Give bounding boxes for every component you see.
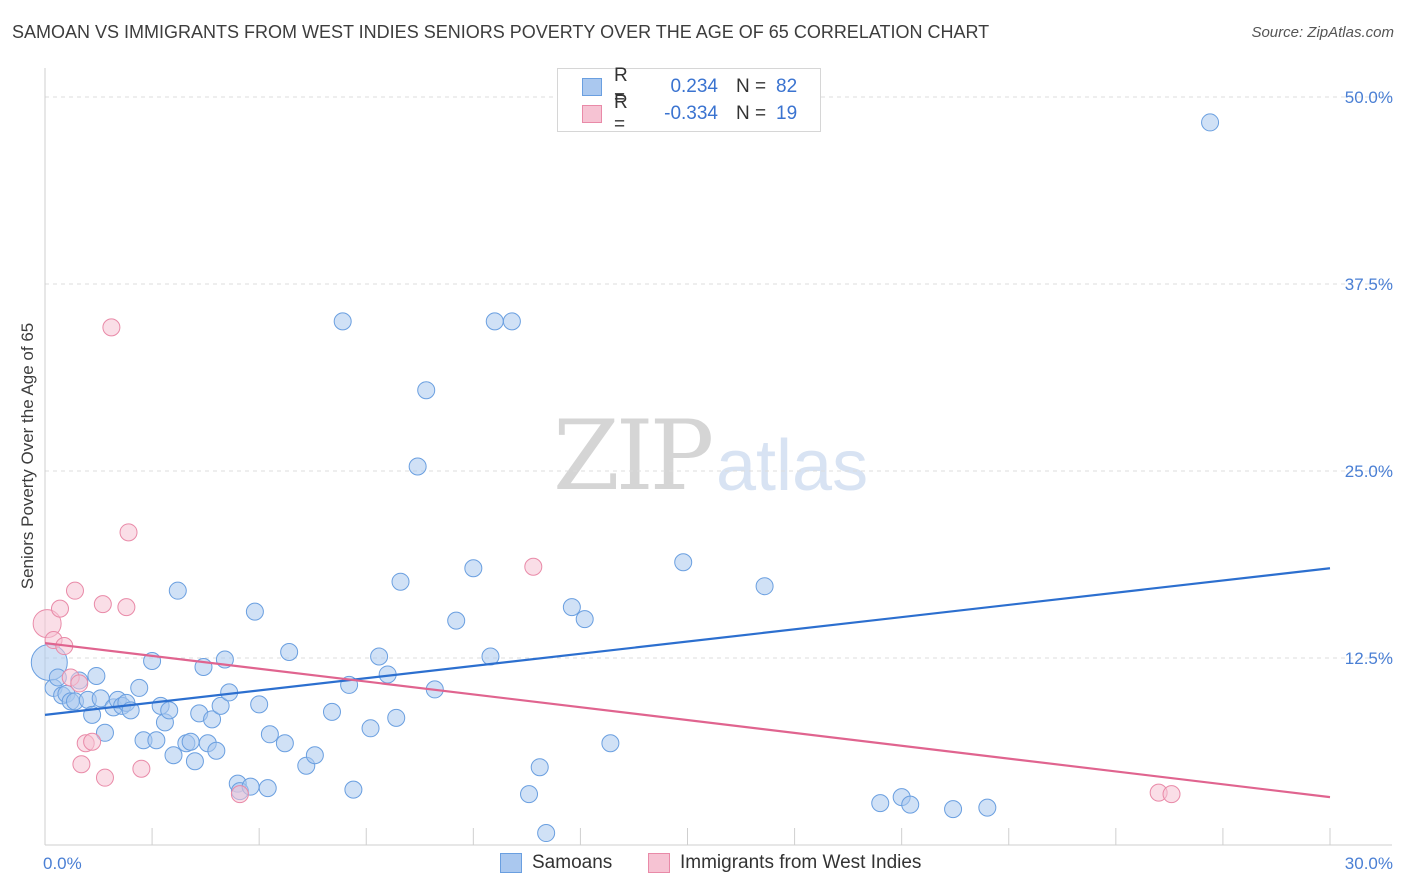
legend-row-west-indies: R = -0.334 N = 19 xyxy=(582,92,798,135)
samoans-swatch xyxy=(582,78,602,96)
west-indies-point xyxy=(95,768,114,787)
samoans-point xyxy=(485,312,504,331)
samoans-point xyxy=(207,741,226,760)
samoans-point xyxy=(361,719,380,738)
west-indies-point xyxy=(70,674,89,693)
samoans-point xyxy=(755,577,774,596)
samoans-point xyxy=(333,312,352,331)
y-axis-label: Seniors Poverty Over the Age of 65 xyxy=(18,323,37,589)
samoans-swatch xyxy=(500,853,522,873)
samoans-point xyxy=(305,746,324,765)
samoans-point xyxy=(164,746,183,765)
r-label: R = xyxy=(614,65,628,108)
legend-label-west-indies: Immigrants from West Indies xyxy=(680,852,922,873)
watermark-atlas: atlas xyxy=(716,426,869,506)
samoans-point xyxy=(370,647,389,666)
samoans-point xyxy=(245,602,264,621)
samoans-point xyxy=(387,708,406,727)
samoans-point xyxy=(408,457,427,476)
samoans-point xyxy=(537,824,556,843)
samoans-point xyxy=(203,710,222,729)
legend-item-west-indies[interactable]: Immigrants from West Indies xyxy=(648,852,921,874)
samoans-point xyxy=(871,794,890,813)
series-legend: Samoans Immigrants from West Indies xyxy=(0,852,1406,878)
samoans-point xyxy=(280,643,299,662)
west-indies-point xyxy=(50,599,69,618)
west-indies-swatch xyxy=(648,853,670,873)
west-indies-points xyxy=(32,318,1181,804)
x-tick-label: 30.0% xyxy=(1345,854,1393,873)
samoans-point xyxy=(258,779,277,798)
y-tick-label: 50.0% xyxy=(1345,88,1393,107)
samoans-point xyxy=(575,610,594,629)
y-tick-label: 25.0% xyxy=(1345,462,1393,481)
samoans-point xyxy=(87,666,106,685)
samoans-point xyxy=(464,559,483,578)
legend-row-samoans: R = 0.234 N = 82 xyxy=(582,65,798,108)
samoans-point xyxy=(562,598,581,617)
samoans-point xyxy=(674,553,693,572)
legend-item-samoans[interactable]: Samoans xyxy=(500,852,612,874)
samoans-point xyxy=(168,581,187,600)
samoans-point xyxy=(1201,113,1220,132)
west-indies-trend-line xyxy=(44,641,1331,799)
west-indies-point xyxy=(117,598,136,617)
chart-title: SAMOAN VS IMMIGRANTS FROM WEST INDIES SE… xyxy=(12,22,990,42)
trend-lines xyxy=(44,567,1331,799)
n-value: 82 xyxy=(776,76,798,97)
correlation-legend: R = 0.234 N = 82 R = -0.334 N = 19 xyxy=(557,65,821,135)
samoans-point xyxy=(181,732,200,751)
samoans-point xyxy=(502,312,521,331)
samoans-point xyxy=(322,702,341,721)
n-label: N = xyxy=(736,76,767,97)
axes xyxy=(44,68,1392,846)
west-indies-point xyxy=(72,755,91,774)
samoans-point xyxy=(530,758,549,777)
samoans-point xyxy=(901,795,920,814)
west-indies-point xyxy=(102,318,121,337)
samoans-point xyxy=(130,678,149,697)
samoans-point xyxy=(95,723,114,742)
r-value: -0.334 xyxy=(664,103,718,124)
r-value: 0.234 xyxy=(670,76,718,97)
samoans-point xyxy=(520,785,539,804)
west-indies-point xyxy=(93,595,112,614)
legend-label-samoans: Samoans xyxy=(532,852,613,873)
samoans-point xyxy=(160,701,179,720)
samoans-point xyxy=(447,611,466,630)
gridlines xyxy=(45,96,1392,659)
samoans-trend-line xyxy=(44,567,1331,716)
west-indies-point xyxy=(1162,785,1181,804)
samoans-point xyxy=(978,798,997,817)
west-indies-point xyxy=(65,581,84,600)
samoans-point xyxy=(944,800,963,819)
r-label: R = xyxy=(614,92,628,135)
y-tick-label: 12.5% xyxy=(1345,649,1393,668)
west-indies-swatch xyxy=(582,105,602,123)
samoans-points xyxy=(30,113,1220,843)
n-label: N = xyxy=(736,103,767,124)
west-indies-point xyxy=(119,523,138,542)
samoans-point xyxy=(275,734,294,753)
west-indies-point xyxy=(132,759,151,778)
tick-labels: 12.5% 25.0% 37.5% 50.0% 0.0% 30.0% Seniors Pov… xyxy=(18,88,1393,873)
samoans-point xyxy=(250,695,269,714)
source-label: Source: ZipAtlas.com xyxy=(1251,24,1394,41)
west-indies-point xyxy=(524,557,543,576)
west-indies-point xyxy=(83,732,102,751)
west-indies-point xyxy=(230,785,249,804)
samoans-point xyxy=(391,572,410,591)
samoans-point xyxy=(211,696,230,715)
watermark-zip: ZIP xyxy=(553,400,714,512)
samoans-point xyxy=(417,381,436,400)
y-tick-label: 37.5% xyxy=(1345,275,1393,294)
samoans-point xyxy=(601,734,620,753)
n-value: 19 xyxy=(776,103,798,124)
samoans-point xyxy=(147,731,166,750)
samoans-point xyxy=(185,752,204,771)
samoans-point xyxy=(344,780,363,799)
samoans-point xyxy=(260,725,279,744)
x-tick-label: 0.0% xyxy=(43,854,82,873)
